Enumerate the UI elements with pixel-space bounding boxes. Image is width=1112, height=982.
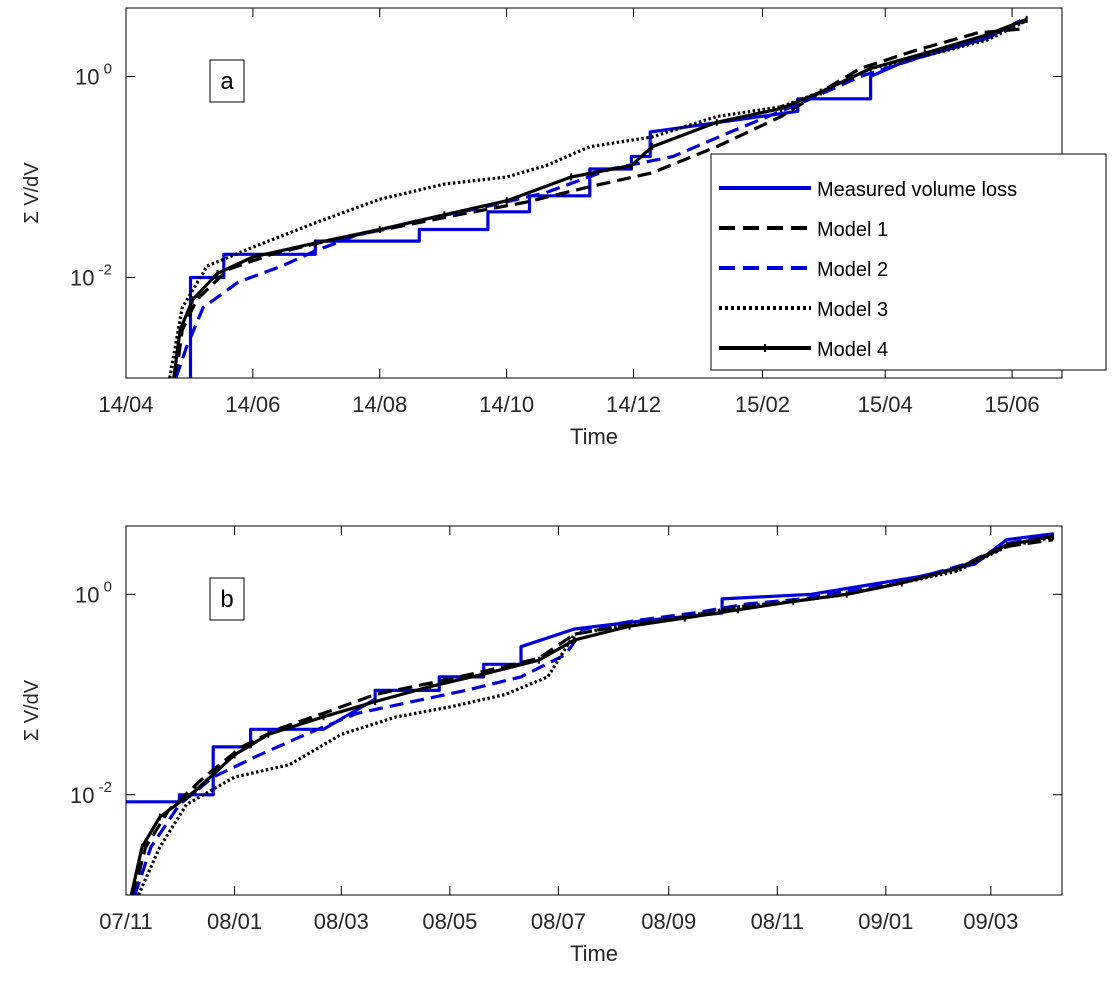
series-line-model-4 xyxy=(129,534,1054,895)
legend-label: Model 4 xyxy=(817,339,888,361)
plot-frame xyxy=(125,525,1063,896)
x-tick-label: 09/01 xyxy=(858,909,913,934)
legend-label: Model 3 xyxy=(817,299,888,321)
x-tick-label: 07/11 xyxy=(99,909,152,934)
panel-label-box xyxy=(209,577,245,621)
panel-label: a xyxy=(220,68,234,95)
panel-a: 14/04 14/06 14/08 14/10 14/12 15/02 15/04 15/06… xyxy=(21,7,1063,449)
legend-label: Measured volume loss xyxy=(817,179,1017,201)
x-tick-label: 09/03 xyxy=(963,909,1018,934)
x-tick-label: 14/04 xyxy=(98,392,153,417)
legend: Measured volume loss Model 1 Model 2 Model … xyxy=(710,153,1107,371)
series-line-measured-volume-loss xyxy=(126,532,1054,804)
x-tick-label: 14/12 xyxy=(606,392,661,417)
x-tick-label: 08/01 xyxy=(207,909,262,934)
y-tick-label: 10 0 xyxy=(75,60,112,89)
y-tick-label: 10 -2 xyxy=(70,261,112,290)
x-tick-label: 08/05 xyxy=(422,909,477,934)
x-tick-label: 08/03 xyxy=(314,909,369,934)
x-tick-label: 14/08 xyxy=(352,392,407,417)
legend-label: Model 2 xyxy=(817,259,888,281)
x-tick-label: 15/06 xyxy=(985,392,1040,417)
series-line-measured-volume-loss xyxy=(188,19,1022,378)
series-line-model-1 xyxy=(131,538,1054,895)
series-line-model-2 xyxy=(174,19,1028,378)
x-axis-label: Time xyxy=(570,941,618,966)
y-tick-label: 10 -2 xyxy=(70,779,112,808)
x-tick-label: 14/10 xyxy=(479,392,534,417)
series-line-model-3 xyxy=(137,535,1054,895)
y-tick-label: 10 0 xyxy=(75,578,112,607)
series-line-model-1 xyxy=(174,26,1027,378)
x-tick-label: 15/04 xyxy=(858,392,913,417)
x-tick-label: 08/07 xyxy=(531,909,586,934)
x-tick-label: 15/02 xyxy=(735,392,790,417)
panel-label: b xyxy=(220,586,233,613)
legend-box xyxy=(710,153,1107,371)
panel-label-box xyxy=(209,59,245,103)
x-tick-label: 08/09 xyxy=(641,909,696,934)
series-line-model-2 xyxy=(133,533,1054,895)
x-tick-label: 14/06 xyxy=(225,392,280,417)
y-axis-label: Σ V/dV xyxy=(21,679,43,741)
x-tick-label: 08/11 xyxy=(751,909,804,934)
legend-label: Model 1 xyxy=(817,219,888,241)
x-axis-label: Time xyxy=(570,424,618,449)
y-axis-label: Σ V/dV xyxy=(21,162,43,224)
panel-b: 07/11 08/01 08/03 08/05 08/07 08/09 08/11 09/01… xyxy=(21,525,1063,966)
